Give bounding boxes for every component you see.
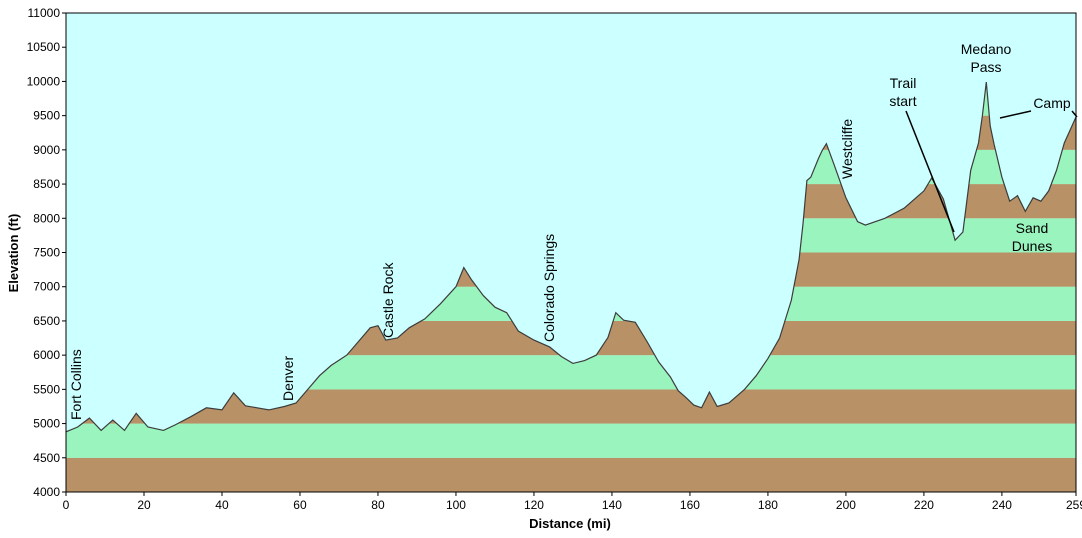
label-castle-rock: Castle Rock xyxy=(380,262,396,338)
label-trail-start-line2: start xyxy=(889,93,916,109)
x-tick-label: 40 xyxy=(215,498,229,512)
y-tick-label: 11000 xyxy=(28,6,61,20)
elevation-profile-line xyxy=(65,82,1077,433)
y-tick-label: 5000 xyxy=(33,417,60,431)
label-westcliffe: Westcliffe xyxy=(839,119,855,179)
x-tick-label: 240 xyxy=(992,498,1012,512)
x-tick-label: 0 xyxy=(63,498,70,512)
x-tick-label: 100 xyxy=(446,498,466,512)
y-tick-label: 6500 xyxy=(33,314,60,328)
x-tick-label: 20 xyxy=(137,498,151,512)
y-tick-label: 7500 xyxy=(33,246,60,260)
x-tick-label: 200 xyxy=(836,498,856,512)
elevation-band xyxy=(66,457,1076,492)
x-tick-label: 80 xyxy=(371,498,385,512)
label-medano-line2: Pass xyxy=(970,59,1001,75)
elevation-band xyxy=(66,423,1076,458)
trail-start-pointer xyxy=(905,110,955,233)
x-axis-title: Distance (mi) xyxy=(529,516,611,531)
label-denver: Denver xyxy=(280,356,296,401)
y-axis-title: Elevation (ft) xyxy=(6,214,21,293)
camp-pointer-right xyxy=(1071,110,1078,118)
label-sand-dunes-line1: Sand xyxy=(1016,220,1049,236)
x-axis: 0 20 40 60 80 100 120 140 160 180 200 220 240 259 xyxy=(63,492,1082,512)
camp-pointer-left xyxy=(999,110,1032,119)
label-sand-dunes-line2: Dunes xyxy=(1012,238,1052,254)
label-medano-line1: Medano xyxy=(961,41,1012,57)
x-tick-label: 120 xyxy=(524,498,544,512)
y-tick-label: 7000 xyxy=(33,280,60,294)
y-tick-label: 4000 xyxy=(33,485,60,499)
label-fort-collins: Fort Collins xyxy=(68,349,84,420)
y-tick-label: 8500 xyxy=(33,177,60,191)
y-tick-label: 8000 xyxy=(33,211,60,225)
y-tick-label: 5500 xyxy=(33,382,60,396)
y-tick-label: 6000 xyxy=(33,348,60,362)
x-tick-label: 220 xyxy=(914,498,934,512)
label-trail-start-line1: Trail xyxy=(890,75,917,91)
label-colorado-springs: Colorado Springs xyxy=(541,234,557,342)
elevation-band xyxy=(66,389,1076,424)
x-tick-label: 180 xyxy=(758,498,778,512)
y-tick-label: 9000 xyxy=(33,143,60,157)
y-tick-label: 10000 xyxy=(27,74,61,88)
y-tick-label: 4500 xyxy=(33,451,60,465)
label-camp: Camp xyxy=(1033,95,1071,111)
x-tick-label: 60 xyxy=(293,498,307,512)
x-tick-label: 259 xyxy=(1066,498,1082,512)
y-tick-label: 10500 xyxy=(27,40,61,54)
y-axis: 4000 4500 5000 5500 6000 6500 7000 7500 8000 8500… xyxy=(27,6,66,499)
sky-mask xyxy=(66,13,1076,432)
x-tick-label: 140 xyxy=(602,498,622,512)
y-tick-label: 9500 xyxy=(33,109,60,123)
x-tick-label: 160 xyxy=(680,498,700,512)
